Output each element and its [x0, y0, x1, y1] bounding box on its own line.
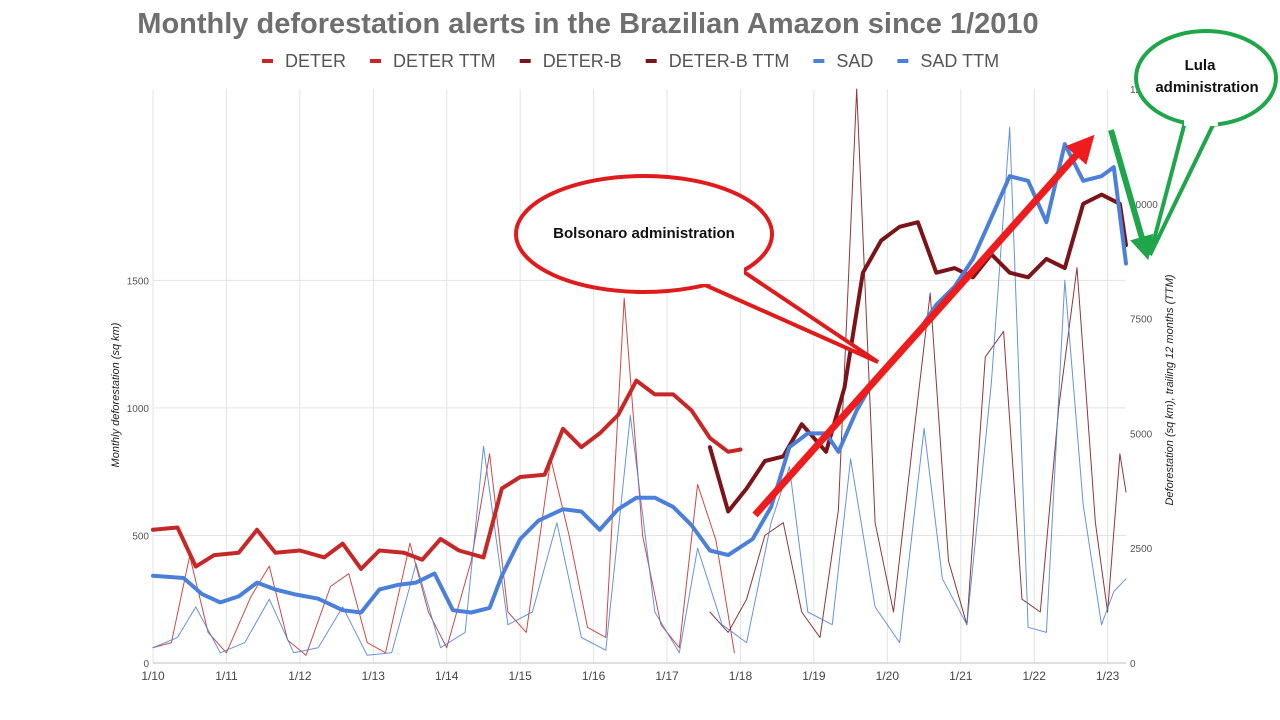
lula-callout-text-1: Lula [1185, 57, 1216, 74]
x-tick-label: 1/20 [876, 669, 900, 683]
right-tick-label: 10000 [1130, 200, 1158, 211]
x-tick-label: 1/23 [1096, 669, 1120, 683]
left-tick-label: 500 [132, 531, 149, 542]
legend-label-deter-ttm: DETER TTM [393, 51, 496, 71]
rising-trend-arrow [752, 134, 1095, 518]
left-axis-label: Monthly deforestation (sq km) [110, 322, 122, 467]
right-tick-label: 2500 [1130, 544, 1153, 555]
left-tick-label: 1000 [127, 404, 150, 415]
chart-grid [152, 89, 1126, 664]
right-tick-label: 7500 [1130, 315, 1153, 326]
series-line-deter [152, 297, 735, 656]
lula-callout-tail [1148, 119, 1218, 256]
lula-callout: Lula administration [1134, 29, 1278, 256]
x-tick-label: 1/21 [949, 669, 973, 683]
right-axis-ticks: 02500500075001000012500 [1130, 85, 1158, 670]
x-tick-label: 1/15 [508, 669, 532, 683]
right-axis-label: Deforestation (sq km), trailing 12 month… [1164, 274, 1176, 505]
lula-callout-joint [1184, 110, 1218, 126]
right-tick-label: 0 [1130, 659, 1136, 670]
series-line-deter-b [709, 88, 1127, 638]
x-tick-label: 1/14 [435, 669, 459, 683]
bolsonaro-callout-text: Bolsonaro administration [553, 225, 735, 242]
left-axis-ticks: 0 500 1000 1500 [127, 276, 150, 670]
series-line-deter-ttm [151, 378, 743, 571]
x-tick-label: 1/13 [362, 669, 386, 683]
right-tick-label: 5000 [1130, 429, 1153, 440]
bolsonaro-callout: Bolsonaro administration [514, 174, 880, 364]
lula-callout-text-2: administration [1155, 79, 1258, 96]
series-line-sad [152, 126, 1127, 656]
legend-label-sad-ttm: SAD TTM [920, 51, 999, 71]
x-tick-label: 1/19 [802, 669, 826, 683]
x-tick-label: 1/22 [1023, 669, 1047, 683]
left-tick-label: 0 [143, 659, 149, 670]
series-line-deter-b-ttm [707, 192, 1128, 514]
bolsonaro-callout-joint [700, 266, 744, 284]
legend-label-deter-b-ttm: DETER-B TTM [669, 51, 790, 71]
left-tick-label: 1500 [127, 276, 150, 287]
legend-label-deter-b: DETER-B [543, 51, 622, 71]
x-axis-ticks: 1/10 1/11 1/12 1/13 1/14 1/15 1/16 1/17 1/18 1/19… [141, 669, 1119, 683]
legend-label-deter: DETER [285, 51, 346, 71]
x-tick-label: 1/11 [215, 669, 238, 683]
chart-title: Monthly deforestation alerts in the Braz… [137, 8, 1038, 40]
x-tick-label: 1/18 [729, 669, 753, 683]
legend-label-sad: SAD [836, 51, 873, 71]
chart-legend: DETER DETER TTM DETER-B DETER-B TTM SAD SAD T… [262, 51, 999, 71]
x-tick-label: 1/17 [655, 669, 679, 683]
x-tick-label: 1/16 [582, 669, 606, 683]
x-tick-label: 1/12 [288, 669, 312, 683]
chart-series [151, 88, 1128, 656]
falling-trend-arrow [1108, 129, 1154, 261]
series-line-sad-ttm [151, 142, 1128, 615]
bolsonaro-callout-bubble [514, 174, 774, 294]
x-tick-label: 1/10 [141, 669, 165, 683]
